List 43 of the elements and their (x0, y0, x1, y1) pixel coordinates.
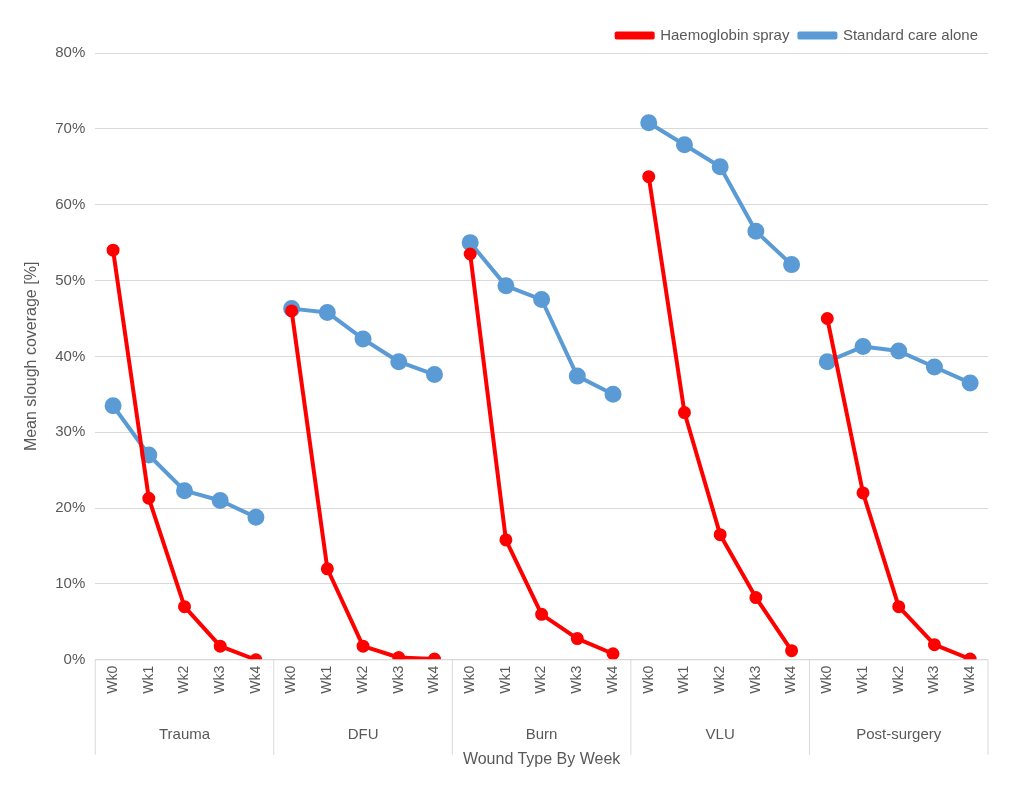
x-tick-label: Wk0 (461, 665, 478, 694)
text: DFU (347, 724, 379, 742)
x-tick-label: Wk0 (103, 665, 120, 694)
x-tick-label: Wk1 (675, 665, 692, 694)
x-tick-label: Wk4 (782, 665, 799, 694)
x-tick-label: Wk2 (532, 665, 549, 694)
x-tick-label: Wk1 (139, 665, 156, 694)
y-tick-label: 30% (55, 422, 86, 440)
x-axis-title: Wound Type By Week (462, 749, 622, 767)
y-tick-label: 10% (55, 574, 86, 592)
legend-label: Standard care alone (842, 25, 979, 43)
x-tick-label: Wk4 (425, 665, 442, 694)
x-tick-label: Wk3 (389, 665, 406, 694)
x-tick-label: Wk0 (282, 665, 299, 694)
text: Post-surgery (856, 724, 942, 742)
x-tick-label: Wk1 (318, 665, 335, 694)
y-axis-title: Mean slough coverage [%] (22, 261, 40, 452)
x-tick-label: Wk0 (818, 665, 835, 694)
x-tick-label: Wk1 (496, 665, 513, 694)
x-tick-label: Wk3 (211, 665, 228, 694)
y-tick-label: 50% (55, 270, 86, 288)
text: Burn (525, 724, 558, 742)
y-tick-label: 40% (55, 346, 86, 364)
text: VLU (705, 724, 735, 742)
x-tick-label: Wk3 (746, 665, 763, 694)
x-tick-label: Wk2 (175, 665, 192, 694)
x-tick-label: Wk4 (961, 665, 977, 694)
x-tick-label: Wk2 (353, 665, 370, 694)
x-tick-label: Wk1 (853, 665, 870, 694)
y-tick-label: 80% (55, 43, 86, 61)
x-tick-label: Wk4 (246, 665, 263, 694)
legend-label: Haemoglobin spray (660, 25, 790, 43)
x-tick-label: Wk2 (889, 665, 906, 694)
x-tick-label: Wk3 (568, 665, 585, 694)
y-tick-label: 70% (55, 118, 86, 136)
x-tick-label: Wk2 (711, 665, 728, 694)
x-tick-label: Wk4 (603, 665, 620, 694)
y-tick-label: 20% (55, 498, 86, 516)
y-tick-label: 0% (63, 649, 86, 667)
x-tick-label: Wk3 (925, 665, 942, 694)
x-tick-label: Wk0 (639, 665, 656, 694)
y-tick-label: 60% (55, 194, 86, 212)
text: Trauma (158, 724, 211, 742)
